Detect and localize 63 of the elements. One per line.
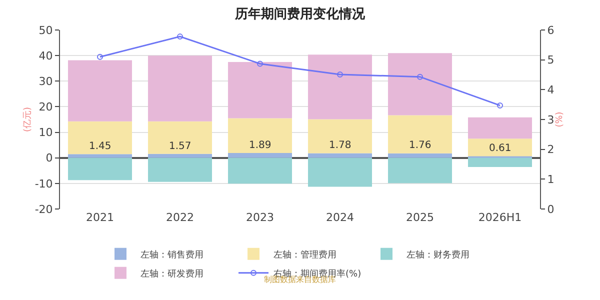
- bar: [148, 154, 212, 158]
- bar: [68, 60, 132, 122]
- bar: [68, 158, 132, 180]
- y2-tick-label: 2: [547, 143, 554, 156]
- data-label: 0.61: [489, 143, 512, 154]
- bar: [468, 158, 532, 168]
- data-label: 1.57: [169, 141, 192, 152]
- bar: [148, 121, 212, 154]
- chart-title: 历年期间费用变化情况: [234, 6, 366, 22]
- point: [337, 71, 343, 78]
- bar: [68, 121, 132, 154]
- x-tick-label: 2023: [246, 211, 274, 224]
- y2-tick-label: 1: [547, 173, 554, 186]
- point: [97, 54, 103, 60]
- y-tick-label: 30: [38, 74, 53, 88]
- bar: [148, 56, 212, 122]
- legend-label: 左轴：研发费用: [140, 268, 204, 280]
- bar: [308, 119, 372, 154]
- x-tick-label: 2026H1: [478, 211, 522, 224]
- point: [257, 60, 263, 67]
- y2-tick-label: 5: [547, 54, 554, 67]
- bar: [68, 154, 132, 158]
- y-axis-title: (亿元): [22, 106, 34, 132]
- legend-label: 左轴：管理费用: [274, 249, 336, 260]
- data-label: 1.89: [249, 140, 272, 151]
- y2-axis-title: (%): [555, 112, 565, 128]
- y-tick-label: 20: [38, 100, 53, 114]
- y2-tick-label: 0: [547, 202, 554, 216]
- y-tick-label: -10: [34, 177, 53, 190]
- data-label: 1.76: [409, 140, 432, 151]
- point: [497, 102, 503, 108]
- bar: [308, 54, 372, 120]
- x-tick-label: 2021: [86, 211, 114, 224]
- bar: [228, 118, 292, 154]
- x-tick-label: 2025: [406, 211, 434, 224]
- legend-label: 左轴：销售费用: [140, 249, 204, 260]
- bar: [148, 158, 212, 182]
- y-tick-label: 0: [46, 152, 53, 165]
- legend-label: 左轴：财务费用: [406, 249, 470, 260]
- y-tick-label: 10: [38, 126, 53, 140]
- x-tick-label: 2024: [326, 211, 354, 224]
- point: [417, 74, 423, 80]
- bar: [388, 158, 452, 184]
- bar: [228, 62, 292, 118]
- y2-tick-label: 3: [547, 113, 554, 126]
- bar: [388, 115, 452, 154]
- bar: [228, 158, 292, 184]
- bar: [468, 117, 532, 139]
- y2-tick-label: 4: [547, 84, 554, 97]
- y-tick-label: -20: [34, 202, 53, 216]
- y-tick-label: 50: [38, 24, 53, 37]
- data-label: 1.78: [329, 140, 352, 151]
- y2-tick-label: 6: [547, 24, 554, 37]
- point: [177, 34, 183, 40]
- data-label: 1.45: [89, 141, 112, 152]
- x-tick-label: 2022: [166, 211, 194, 224]
- bar: [388, 53, 452, 116]
- bar: [228, 153, 292, 158]
- bar: [308, 153, 372, 158]
- bar: [468, 138, 532, 156]
- y-tick-label: 40: [38, 49, 53, 62]
- bar: [388, 153, 452, 158]
- bar: [308, 158, 372, 187]
